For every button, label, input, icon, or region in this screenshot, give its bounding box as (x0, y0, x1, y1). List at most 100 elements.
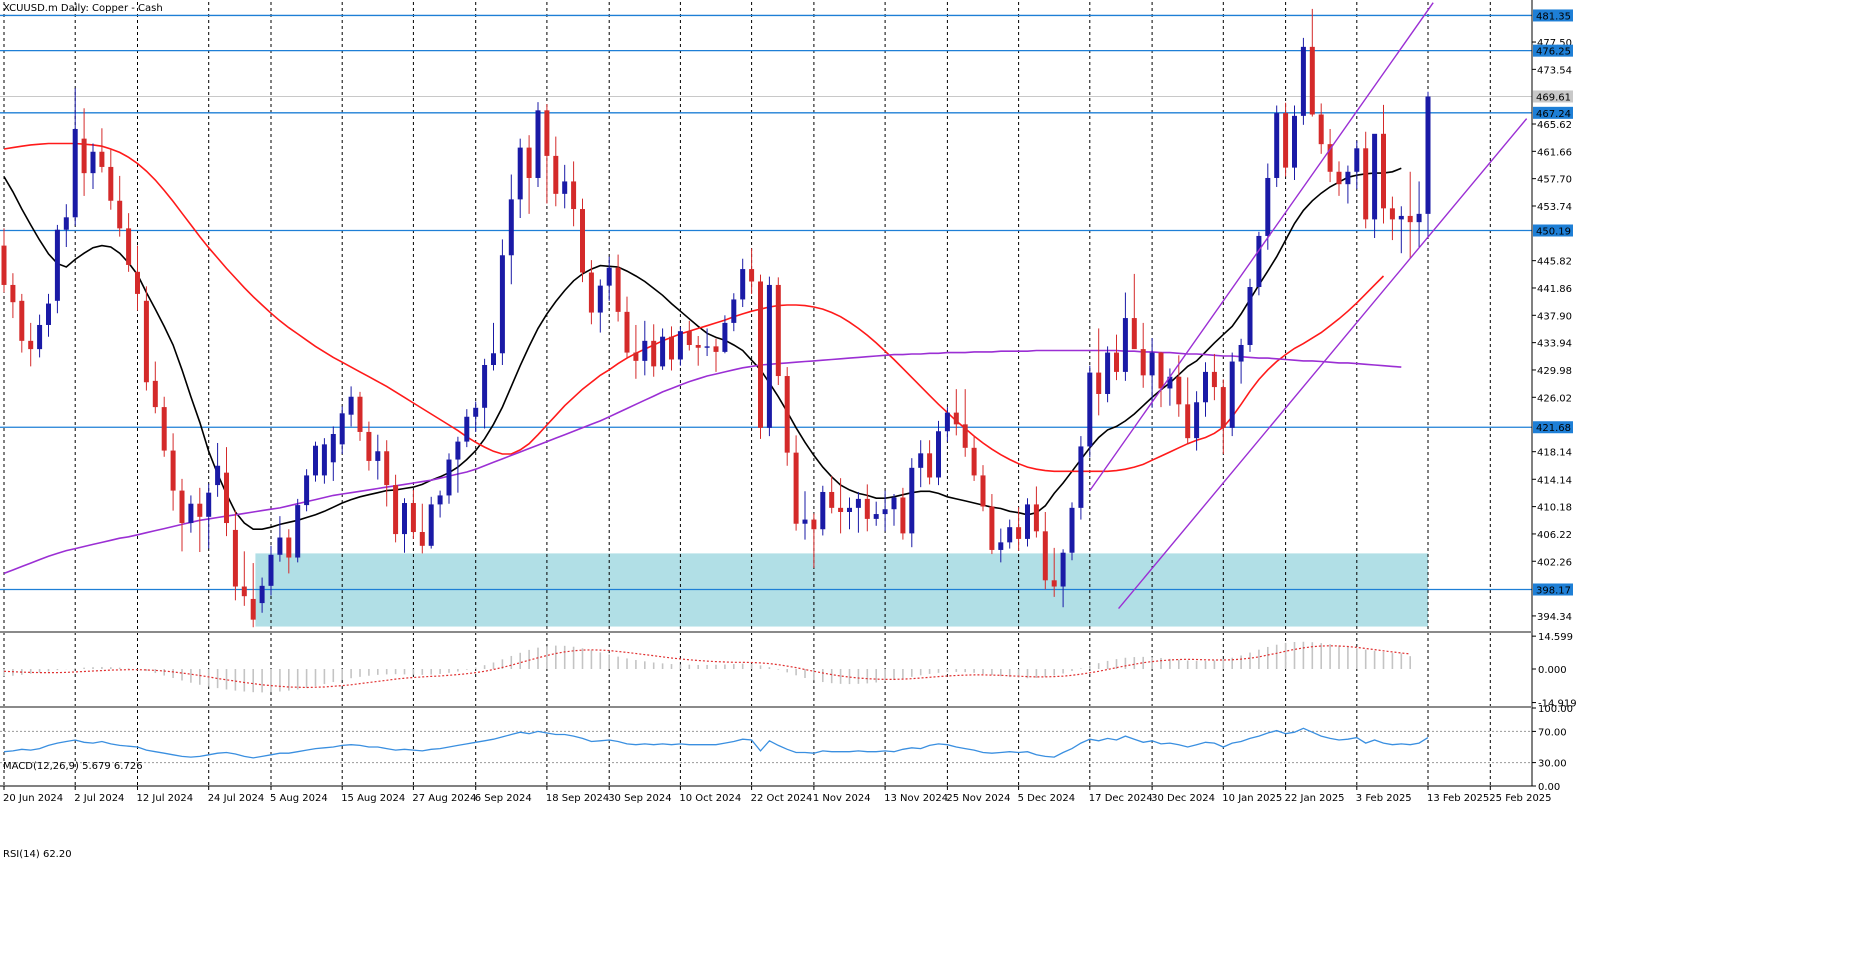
bullish-candle-body (321, 444, 327, 476)
rsi-axis-label: 100.00 (1538, 704, 1573, 715)
bearish-candle-body (953, 412, 959, 425)
bullish-candle-body (1060, 552, 1066, 587)
bullish-candle-body (597, 285, 603, 313)
bullish-candle-body (1256, 235, 1262, 288)
bearish-candle-body (99, 151, 105, 167)
bullish-candle-body (918, 453, 924, 468)
y-axis-price-label: 437.90 (1537, 311, 1572, 322)
y-axis-price-label: 445.82 (1537, 257, 1572, 268)
x-axis-date-label: 25 Feb 2025 (1489, 793, 1551, 804)
x-axis-date-label: 15 Aug 2024 (341, 793, 405, 804)
bullish-candle-body (1300, 46, 1306, 116)
bullish-candle-body (1265, 177, 1271, 236)
bullish-candle-body (508, 199, 514, 256)
price-level-label-box (1533, 421, 1573, 434)
price-level-label-box (1533, 44, 1573, 57)
bearish-candle-body (241, 586, 247, 597)
x-axis-date-label: 10 Oct 2024 (679, 793, 741, 804)
bearish-candle-body (1051, 580, 1057, 587)
bearish-candle-body (197, 503, 203, 517)
bullish-candle-body (464, 416, 470, 442)
bullish-candle-body (54, 229, 60, 301)
bearish-candle-body (1140, 349, 1146, 376)
bearish-candle-body (651, 340, 657, 367)
bullish-candle-body (998, 542, 1004, 550)
bullish-candle-body (1238, 344, 1244, 362)
bullish-candle-body (268, 554, 274, 586)
rsi-line (3, 727, 1429, 759)
bearish-candle-body (232, 529, 238, 587)
bullish-candle-body (1069, 507, 1075, 553)
bullish-candle-body (473, 407, 479, 417)
y-axis-price-label: 418.14 (1537, 448, 1572, 459)
bearish-candle-body (775, 284, 781, 377)
price-level-label-box (1533, 106, 1573, 119)
bullish-candle-body (517, 147, 523, 200)
y-axis-price-label: 457.70 (1537, 175, 1572, 186)
price-level-label: 398.17 (1536, 585, 1571, 596)
price-level-label: 421.68 (1536, 423, 1571, 434)
bullish-candle-body (188, 503, 194, 524)
bullish-candle-body (1398, 215, 1404, 220)
bullish-candle-body (1167, 376, 1173, 389)
bullish-candle-body (428, 504, 434, 546)
bearish-candle-body (384, 451, 390, 486)
bearish-candle-body (962, 424, 968, 448)
y-axis-price-label: 429.98 (1537, 366, 1572, 377)
bullish-candle-body (1425, 96, 1431, 214)
bullish-candle-body (37, 324, 43, 350)
bullish-candle-body (446, 459, 452, 496)
bullish-candle-body (802, 519, 808, 524)
bearish-candle-body (980, 475, 986, 507)
bullish-candle-body (215, 465, 221, 486)
bullish-candle-body (482, 364, 488, 408)
bullish-candle-body (259, 585, 265, 604)
macd-axis-label: -14.919 (1538, 699, 1577, 710)
bearish-candle-body (1158, 352, 1164, 389)
bearish-candle-body (686, 331, 692, 345)
bullish-candle-body (1416, 213, 1422, 223)
x-axis-date-label: 25 Nov 2024 (946, 793, 1010, 804)
bearish-candle-body (829, 491, 835, 508)
macd-signal-line (3, 645, 1411, 689)
bearish-candle-body (1309, 46, 1315, 115)
bullish-candle-body (1203, 371, 1208, 403)
bullish-candle-body (206, 492, 212, 517)
y-axis-price-label: 394.34 (1537, 612, 1572, 623)
price-level-label-box (1533, 224, 1573, 237)
price-level-label: 469.61 (1536, 92, 1571, 103)
bearish-candle-body (1096, 372, 1102, 394)
bullish-candle-body (740, 269, 746, 300)
bullish-candle-body (1087, 372, 1093, 447)
macd-axis-label: 0.000 (1538, 665, 1567, 676)
x-axis-date-label: 24 Jul 2024 (208, 793, 265, 804)
bearish-candle-body (900, 497, 906, 534)
bearish-candle-body (580, 209, 585, 273)
bullish-candle-body (1292, 115, 1297, 168)
bearish-candle-body (1220, 387, 1226, 428)
bullish-candle-body (1078, 446, 1084, 508)
bullish-candle-body (891, 497, 897, 510)
x-axis-date-label: 30 Dec 2024 (1151, 793, 1215, 804)
bullish-candle-body (1229, 361, 1235, 428)
y-axis-price-label: 414.14 (1537, 475, 1572, 486)
bearish-candle-body (713, 346, 719, 352)
bearish-candle-body (1, 245, 7, 285)
bearish-candle-body (588, 272, 594, 313)
bullish-candle-body (660, 336, 666, 367)
bearish-candle-body (553, 155, 559, 194)
bullish-candle-body (304, 475, 310, 506)
bullish-candle-body (535, 110, 541, 178)
x-axis-date-label: 22 Oct 2024 (751, 793, 813, 804)
bearish-candle-body (357, 396, 363, 432)
bearish-candle-body (1336, 171, 1342, 185)
y-axis-price-label: 406.22 (1537, 530, 1572, 541)
price-level-label-box (1533, 583, 1573, 596)
bearish-candle-body (758, 281, 763, 428)
bearish-candle-body (10, 284, 16, 303)
bearish-candle-body (624, 311, 630, 353)
x-axis-date-label: 17 Dec 2024 (1089, 793, 1153, 804)
sma-long-moving-average-line (3, 349, 1402, 575)
